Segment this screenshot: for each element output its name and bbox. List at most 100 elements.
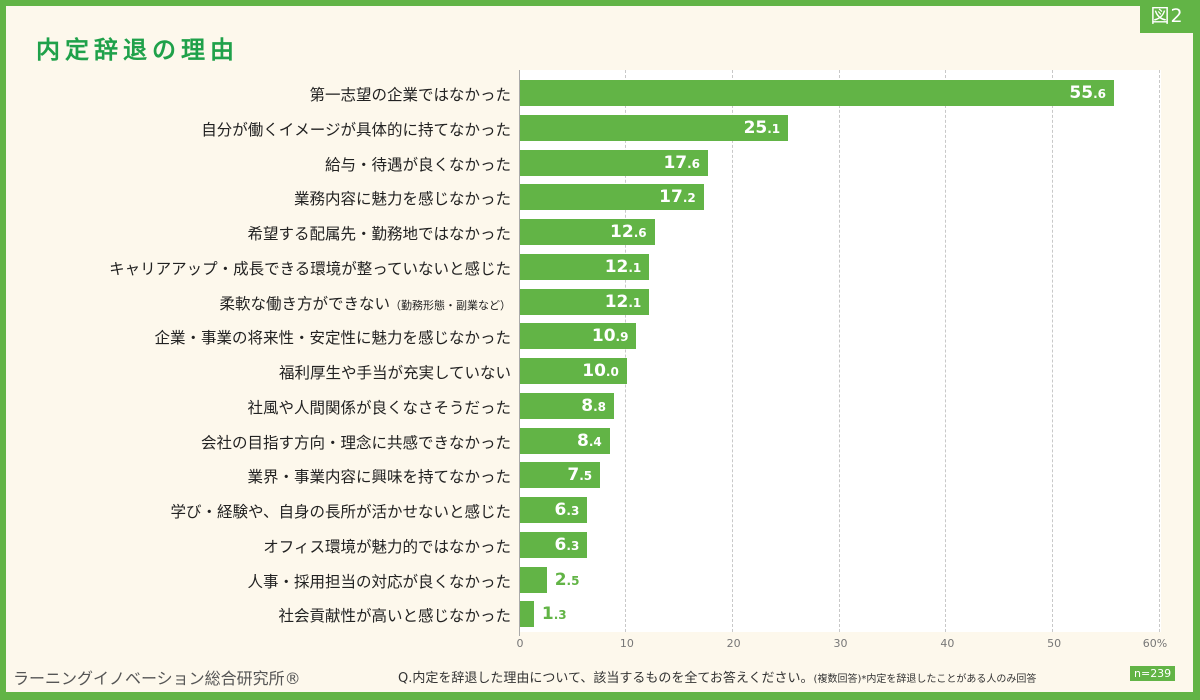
bar [520,566,547,593]
category-note: （勤務形態・副業など） [390,298,511,312]
category-label: 社会貢献性が高いと感じなかった [278,604,511,626]
category-label: 給与・待遇が良くなかった [325,153,511,175]
figure-tag: 図2 [1140,0,1194,33]
value-decimal: .1 [628,260,642,275]
value-integer: 12 [604,256,629,277]
category-label: 会社の目指す方向・理念に共感できなかった [201,431,511,453]
category-label: 希望する配属先・勤務地ではなかった [247,222,511,244]
value-label: 8.8 [581,396,606,416]
chart-title: 内定辞退の理由 [36,36,239,64]
value-integer: 6 [554,534,567,555]
category-text: 業務内容に魅力を感じなかった [293,190,511,209]
category-text: 給与・待遇が良くなかった [324,155,511,174]
bar [520,427,610,454]
bar [520,253,650,280]
value-integer: 17 [659,187,683,208]
value-label: 12.1 [605,292,642,312]
category-text: 社会貢献性が高いと感じなかった [278,607,511,626]
x-tick-label: 60% [1142,637,1168,650]
x-tick-label: 40 [940,637,955,650]
value-label: 10.0 [582,361,619,381]
category-text: 希望する配属先・勤務地ではなかった [247,225,511,243]
category-label: 福利厚生や手当が充実していない [279,361,511,383]
gridline [945,70,947,632]
bar [520,462,601,489]
category-label: 人事・採用担当の対応が良くなかった [247,570,511,592]
x-tick-label: 30 [833,637,848,650]
value-integer: 8 [576,430,589,451]
value-integer: 10 [582,361,606,381]
sample-size-badge: n=239 [1130,666,1176,681]
value-label: 7.5 [567,465,592,485]
value-decimal: .0 [605,365,619,379]
value-decimal: .9 [615,330,629,345]
value-label: 25.1 [744,118,781,138]
gridline [1159,70,1160,632]
gridline [838,70,840,632]
value-integer: 1 [541,604,554,625]
category-label: 学び・経験や、自身の長所が活かせないと感じた [170,500,511,522]
bar [520,392,614,419]
category-label: オフィス環境が魅力的ではなかった [263,535,511,557]
bar [520,497,588,523]
gridline [731,70,733,632]
category-text: 社風や人間関係が良くなさそうだった [247,398,511,417]
bar [520,288,650,315]
category-text: 第一志望の企業ではなかった [309,86,511,104]
category-text: オフィス環境が魅力的ではなかった [263,537,511,556]
value-integer: 12 [610,222,634,242]
category-text: 自分が働くイメージが具体的に持てなかった [201,120,511,139]
value-decimal: .6 [633,226,647,240]
category-label: 第一志望の企業ではなかった [309,83,511,105]
value-decimal: .3 [566,538,580,553]
question-note: (複数回答)*内定を辞退したことがある人のみ回答 [813,674,1037,685]
category-text: 会社の目指す方向・理念に共感できなかった [200,433,511,452]
x-tick-label: 10 [619,637,634,650]
value-decimal: .2 [682,191,696,206]
value-label: 10.9 [592,326,629,346]
value-label: 2.5 [555,570,580,590]
value-decimal: .8 [593,399,607,414]
bar [520,531,588,558]
value-decimal: .1 [767,121,781,136]
value-label: 8.4 [577,431,602,451]
y-axis-line [519,70,520,636]
bar [520,323,637,350]
value-decimal: .5 [566,573,580,588]
category-label: キャリアアップ・成長できる環境が整っていないと感じた [109,257,511,279]
value-integer: 2 [554,569,567,590]
brand-credit: ラーニングイノベーション総合研究所® [13,669,301,688]
value-integer: 55 [1069,83,1094,103]
category-text: 柔軟な働き方ができない [219,294,390,313]
category-label: 柔軟な働き方ができない（勤務形態・副業など） [219,292,511,314]
value-decimal: .3 [553,608,567,623]
category-text: キャリアアップ・成長できる環境が整っていないと感じた [109,259,511,278]
value-integer: 7 [567,465,580,486]
category-text: 業界・事業内容に興味を持てなかった [247,468,511,487]
gridline [1052,70,1054,632]
value-decimal: .5 [579,469,593,484]
value-decimal: .4 [588,434,602,449]
category-text: 企業・事業の将来性・安定性に魅力を感じなかった [154,329,511,348]
value-decimal: .6 [687,156,701,171]
value-integer: 10 [591,326,616,347]
value-integer: 6 [554,500,567,520]
value-label: 17.2 [659,187,696,207]
bar [520,149,709,176]
bar [520,184,704,211]
value-decimal: .3 [566,504,580,518]
value-label: 6.3 [555,535,580,555]
survey-question: Q.内定を辞退した理由について、該当するものを全てお答えください。(複数回答)*… [398,667,1036,686]
category-label: 自分が働くイメージが具体的に持てなかった [201,118,511,140]
value-label: 55.6 [1069,83,1106,103]
category-label: 業界・事業内容に興味を持てなかった [247,465,511,487]
value-label: 12.1 [605,257,642,277]
value-label: 17.6 [663,153,700,173]
bar [520,80,1114,106]
value-label: 6.3 [555,500,580,520]
bar [520,601,534,628]
value-integer: 25 [743,117,768,138]
gridline [624,70,626,632]
value-decimal: .1 [628,295,642,310]
value-label: 1.3 [542,604,567,624]
